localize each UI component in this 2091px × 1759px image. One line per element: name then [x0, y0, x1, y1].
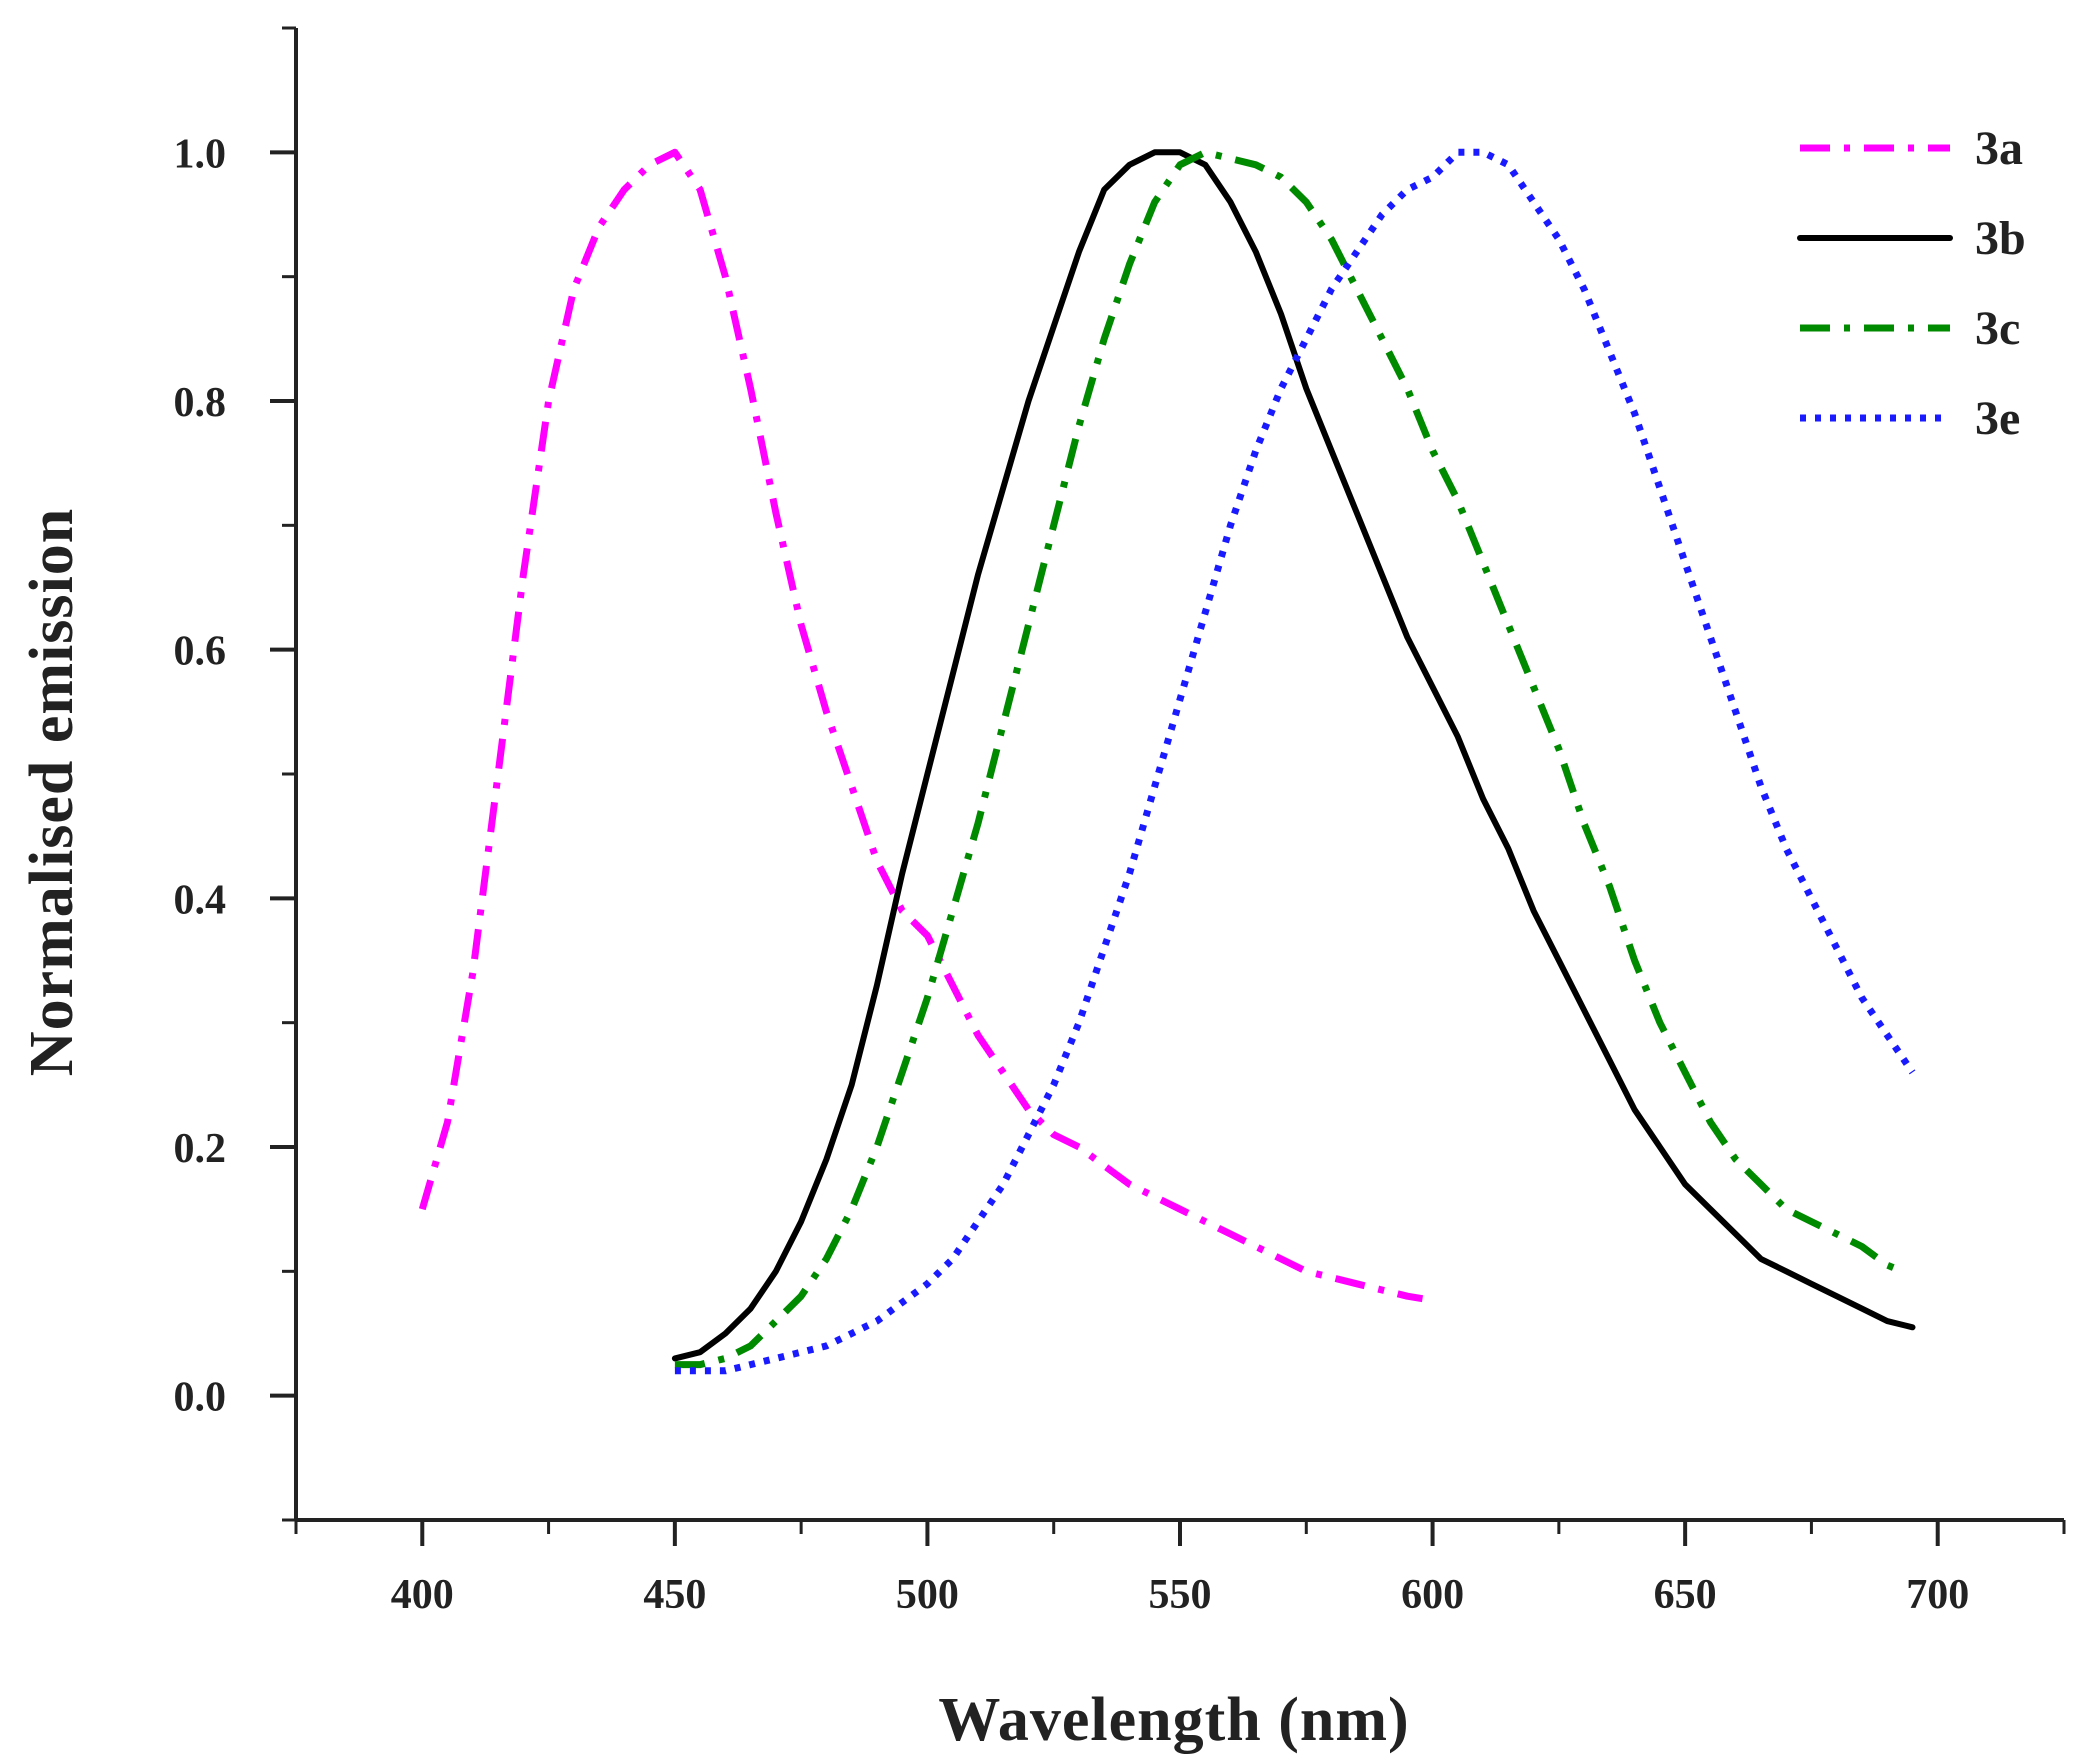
y-tick-label: 0.2 [174, 1126, 227, 1172]
y-tick-label: 1.0 [174, 131, 227, 177]
series-line-3a [418, 148, 1424, 1303]
x-tick-label: 400 [391, 1572, 454, 1618]
y-tick-label: 0.4 [174, 877, 227, 923]
x-axis-ticks: 400 450 500 550 600 650 700 [294, 1520, 2066, 1618]
x-tick-label: 500 [896, 1572, 959, 1618]
axes [294, 28, 2064, 1522]
x-tick-label: 650 [1654, 1572, 1717, 1618]
legend-label-3a: 3a [1975, 122, 2023, 175]
x-tick-label: 700 [1906, 1572, 1969, 1618]
legend-label-3b: 3b [1975, 212, 2026, 265]
y-axis-ticks: 0.0 0.2 0.4 0.6 0.8 1.0 [174, 26, 296, 1522]
y-tick-label: 0.0 [174, 1375, 227, 1421]
series-line-3b [671, 149, 1916, 1362]
legend: 3a 3b 3c 3e [1797, 122, 2026, 445]
y-axis-title: Normalised emission [18, 508, 86, 1076]
x-tick-label: 550 [1149, 1572, 1212, 1618]
series-lines [418, 148, 1916, 1375]
x-tick-label: 600 [1401, 1572, 1464, 1618]
legend-label-3c: 3c [1975, 302, 2020, 355]
y-tick-label: 0.6 [174, 629, 227, 675]
series-line-3c [674, 148, 1904, 1369]
legend-label-3e: 3e [1975, 392, 2020, 445]
y-tick-label: 0.8 [174, 380, 227, 426]
x-axis-title: Wavelength (nm) [938, 1686, 1409, 1754]
series-line-3e [674, 148, 1916, 1375]
x-tick-label: 450 [643, 1572, 706, 1618]
